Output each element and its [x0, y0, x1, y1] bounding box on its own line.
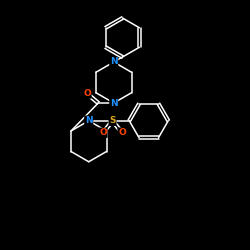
Text: N: N — [85, 116, 92, 125]
Text: N: N — [110, 98, 118, 108]
Text: S: S — [109, 116, 116, 125]
Text: N: N — [110, 58, 118, 66]
Text: O: O — [83, 89, 91, 98]
Text: O: O — [99, 128, 107, 137]
Text: O: O — [118, 128, 126, 137]
